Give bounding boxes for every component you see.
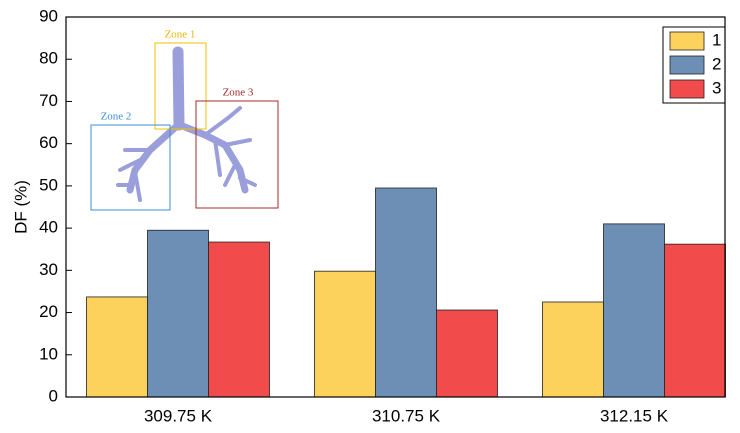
legend-label: 1 [712, 30, 721, 49]
y-tick-label: 20 [39, 302, 58, 321]
bar [543, 302, 604, 397]
x-tick-label: 310.75 K [372, 406, 441, 425]
chart: DF (%) Zone 1 Zone 2 Zone 3 0 10 20 30 40 50 6… [0, 0, 740, 428]
y-tick-label: 40 [39, 218, 58, 237]
legend-label: 2 [712, 54, 721, 73]
y-tick-label: 0 [49, 386, 58, 405]
bar [376, 188, 437, 397]
bar [437, 310, 498, 397]
legend-swatch [670, 32, 704, 50]
bar [87, 297, 148, 397]
x-tick-label: 309.75 K [144, 406, 213, 425]
bar [148, 230, 209, 397]
zone-label: Zone 1 [165, 29, 196, 41]
legend-swatch [670, 80, 704, 98]
inset-airway [118, 52, 255, 200]
y-tick-label: 30 [39, 260, 58, 279]
x-tick-label: 312.15 K [600, 406, 669, 425]
bar [665, 244, 726, 397]
zone-label: Zone 2 [101, 111, 132, 123]
bar [315, 271, 376, 397]
y-tick-label: 70 [39, 91, 58, 110]
y-tick-label: 60 [39, 133, 58, 152]
legend-swatch [670, 56, 704, 74]
y-tick-label: 80 [39, 49, 58, 68]
zone-box [91, 125, 170, 210]
y-axis-label: DF (%) [11, 180, 30, 234]
bar [604, 224, 665, 397]
legend-label: 3 [712, 78, 721, 97]
zone-box [196, 101, 278, 208]
y-tick-label: 90 [39, 6, 58, 25]
bar [209, 242, 270, 397]
zone-label: Zone 3 [223, 87, 254, 99]
y-tick-label: 50 [39, 175, 58, 194]
y-tick-label: 10 [39, 344, 58, 363]
